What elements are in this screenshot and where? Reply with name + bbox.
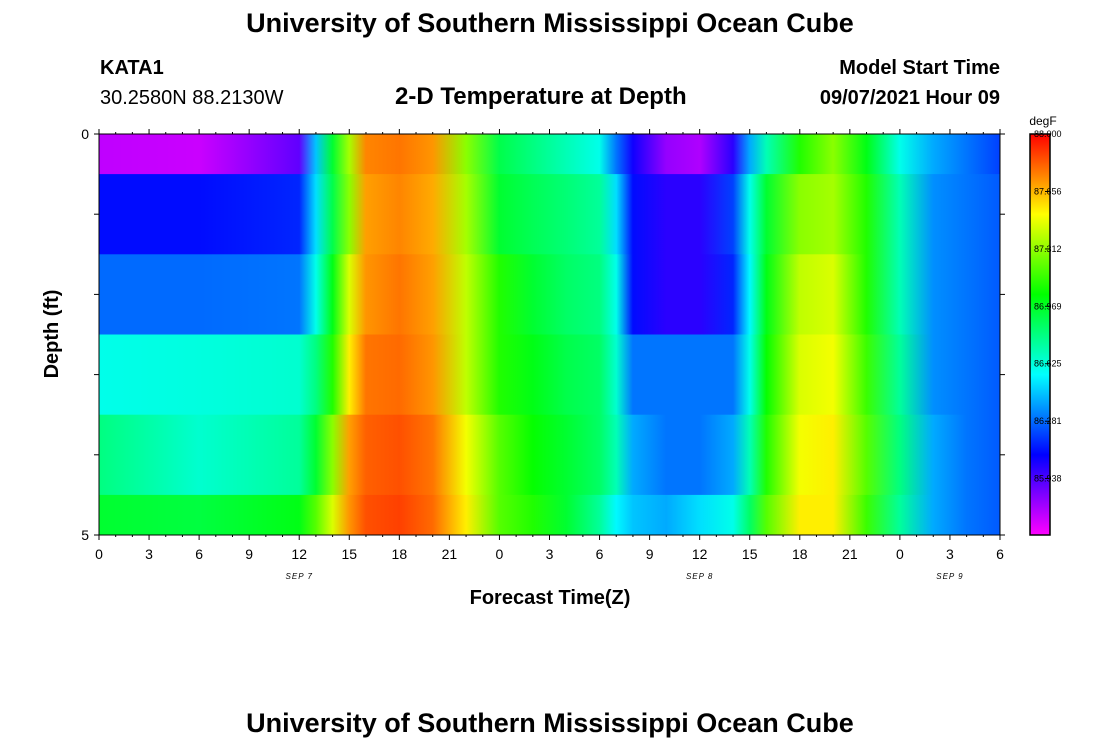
x-axis: 0 3 6 9 12 15 18 21 0 3 6 9 12 15 18 21 0 3 6 SEP 7 SEP 8 SEP…: [95, 129, 1004, 581]
x-tick-label: 3: [546, 546, 554, 562]
x-tick-label: 9: [245, 546, 253, 562]
colorbar-gradient: [1030, 134, 1050, 535]
colorbar-tick-label: 87.312: [1034, 244, 1062, 254]
footer-title: University of Southern Mississippi Ocean…: [246, 708, 854, 738]
x-tick-label: 0: [496, 546, 504, 562]
x-tick-label: 15: [341, 546, 357, 562]
station-coords: 30.2580N 88.2130W: [100, 87, 284, 109]
x-tick-label: 6: [195, 546, 203, 562]
colorbar-ticks: 88.000 87.656 87.312 86.969 86.625 86.281 85.9…: [1034, 129, 1062, 484]
station-id: KATA1: [100, 57, 164, 79]
x-tick-label: 21: [442, 546, 458, 562]
x-tick-label: 6: [996, 546, 1004, 562]
x-tick-label: 12: [291, 546, 307, 562]
x-tick-label: 21: [842, 546, 858, 562]
x-axis-label: Forecast Time(Z): [470, 587, 631, 609]
y-axis: 05: [81, 126, 1005, 543]
colorbar-tick-label: 87.656: [1034, 186, 1062, 196]
chart-title: 2-D Temperature at Depth: [395, 83, 687, 110]
x-tick-label: 18: [392, 546, 408, 562]
date-label: SEP 7: [286, 572, 313, 581]
colorbar: degF 88.000 87.656 87.312 86.969 86.625 86.28…: [1029, 114, 1062, 536]
heatmap-row: [99, 414, 1000, 496]
date-label: SEP 9: [936, 572, 963, 581]
y-axis-label: Depth (ft): [41, 290, 63, 379]
heatmap-cells: [99, 134, 1000, 536]
date-label: SEP 8: [686, 572, 713, 581]
x-tick-label: 6: [596, 546, 604, 562]
colorbar-tick-label: 85.938: [1034, 474, 1062, 484]
model-start-label: Model Start Time: [839, 57, 1000, 79]
x-tick-label: 18: [792, 546, 808, 562]
x-tick-label: 3: [946, 546, 954, 562]
heatmap-row: [99, 334, 1000, 416]
colorbar-tick-label: 88.000: [1034, 129, 1062, 139]
colorbar-tick-label: 86.281: [1034, 416, 1062, 426]
page-title: University of Southern Mississippi Ocean…: [246, 8, 854, 38]
heatmap-row: [99, 254, 1000, 335]
colorbar-tick-label: 86.969: [1034, 301, 1062, 311]
x-tick-label: 0: [95, 546, 103, 562]
x-tick-label: 12: [692, 546, 708, 562]
heatmap-row: [99, 134, 1000, 175]
colorbar-tick-label: 86.625: [1034, 359, 1062, 369]
x-tick-label: 15: [742, 546, 758, 562]
x-tick-label: 0: [896, 546, 904, 562]
heatmap-row: [99, 494, 1000, 536]
y-tick-label: 5: [81, 527, 89, 543]
colorbar-frame: [1029, 133, 1051, 536]
colorbar-units: degF: [1029, 114, 1056, 128]
model-start-value: 09/07/2021 Hour 09: [819, 87, 1000, 109]
x-tick-label: 3: [145, 546, 153, 562]
x-tick-label: 9: [646, 546, 654, 562]
heatmap-row: [99, 174, 1000, 255]
y-tick-label: 0: [81, 126, 89, 142]
